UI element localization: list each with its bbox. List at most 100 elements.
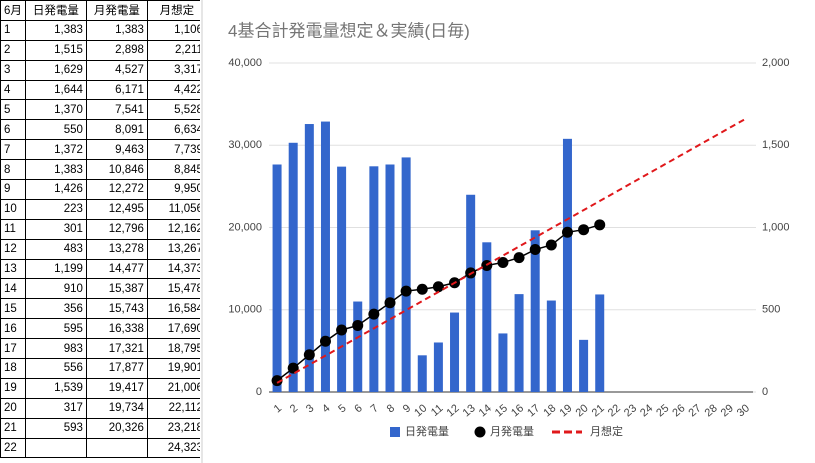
table-cell: 5 bbox=[0, 99, 26, 121]
chart: 4基合計発電量想定＆実績(日毎) 0 10,000 20,000 30,000 40,0… bbox=[200, 0, 815, 463]
table-cell: 8,845 bbox=[146, 159, 207, 181]
table-row: 12 483 13,278 13,267 bbox=[0, 238, 207, 260]
bar bbox=[288, 142, 298, 392]
table-cell: 1,199 bbox=[24, 258, 87, 280]
table-cell: 910 bbox=[24, 278, 87, 300]
table-cell: 6,634 bbox=[146, 119, 207, 141]
table-cell: 20 bbox=[0, 397, 26, 419]
line-point bbox=[319, 335, 331, 347]
bar bbox=[498, 333, 508, 392]
bar bbox=[450, 312, 460, 392]
table-cell: 16,584 bbox=[146, 298, 207, 320]
table-cell: 2 bbox=[0, 39, 26, 61]
table-row: 13 1,199 14,477 14,373 bbox=[0, 258, 207, 280]
table-cell: 14,477 bbox=[85, 258, 148, 280]
y-tick-label: 10,000 bbox=[228, 304, 262, 316]
table-cell: 12,272 bbox=[85, 179, 148, 200]
line-point bbox=[416, 283, 428, 295]
table-row: 7 1,372 9,463 7,739 bbox=[0, 139, 207, 161]
table-cell: 18,795 bbox=[146, 338, 207, 360]
table-cell: 4,422 bbox=[146, 79, 207, 101]
line-point bbox=[271, 375, 283, 387]
line-point bbox=[497, 257, 509, 269]
table-cell: 1,539 bbox=[24, 377, 87, 399]
table-cell: 12,495 bbox=[85, 198, 148, 220]
table-cell: 12,162 bbox=[146, 218, 207, 240]
chart-bg bbox=[200, 0, 815, 463]
table-row: 2 1,515 2,898 2,211 bbox=[0, 39, 207, 61]
table-cell: 3,317 bbox=[146, 59, 207, 81]
line-point bbox=[432, 281, 444, 293]
table-cell: 593 bbox=[24, 417, 87, 439]
bar bbox=[369, 166, 379, 392]
table-cell: 19,734 bbox=[85, 397, 148, 419]
table-row: 21 593 20,326 23,218 bbox=[0, 417, 207, 439]
line-point bbox=[513, 252, 525, 264]
legend-swatch bbox=[474, 426, 486, 438]
data-table: 6月 日発電量 月発電量 月想定 1 1,383 1,383 1,106 2 1,515 2,898… bbox=[0, 0, 207, 459]
line-point bbox=[594, 219, 606, 231]
y-tick-label: 40,000 bbox=[228, 57, 262, 69]
table-cell: 7 bbox=[0, 139, 26, 161]
table-cell: 12 bbox=[0, 238, 26, 260]
table-cell: 983 bbox=[24, 338, 87, 360]
table-row: 11 301 12,796 12,162 bbox=[0, 218, 207, 240]
table-cell: 8 bbox=[0, 159, 26, 181]
table-cell: 14,373 bbox=[146, 258, 207, 280]
table-cell: 19,417 bbox=[85, 377, 148, 399]
table-cell: 223 bbox=[24, 198, 87, 220]
table-cell: 1,515 bbox=[24, 39, 87, 61]
table-cell: 24,323 bbox=[146, 437, 207, 459]
line-point bbox=[561, 226, 573, 238]
table-cell: 16,338 bbox=[85, 318, 148, 340]
table-cell: 15,387 bbox=[85, 278, 148, 300]
table-cell: 22 bbox=[0, 437, 26, 459]
bar bbox=[417, 355, 427, 392]
line-point bbox=[400, 285, 412, 297]
bar bbox=[579, 339, 589, 392]
line-point bbox=[578, 224, 590, 236]
table-cell: 6,171 bbox=[85, 79, 148, 101]
table-cell: 12,796 bbox=[85, 218, 148, 240]
legend-label: 日発電量 bbox=[405, 424, 449, 438]
bar bbox=[401, 157, 411, 392]
line-point bbox=[287, 362, 299, 374]
table-cell: 6 bbox=[0, 119, 26, 141]
legend-label: 月想定 bbox=[590, 424, 623, 438]
table-cell: 23,218 bbox=[146, 417, 207, 439]
table-cell: 1,383 bbox=[85, 19, 148, 41]
table-cell: 10,846 bbox=[85, 159, 148, 181]
y-tick-label: 30,000 bbox=[228, 139, 262, 151]
legend-swatch bbox=[390, 427, 400, 437]
table-cell: 1,629 bbox=[24, 59, 87, 81]
bar bbox=[272, 164, 282, 392]
table-cell: 13,278 bbox=[85, 238, 148, 260]
table-cell: 7,739 bbox=[146, 139, 207, 161]
table-cell: 月発電量 bbox=[85, 0, 148, 21]
bar bbox=[530, 230, 540, 392]
table-cell: 317 bbox=[24, 397, 87, 419]
table-cell: 1,383 bbox=[24, 19, 87, 41]
line-point bbox=[529, 244, 541, 256]
bar bbox=[304, 124, 314, 392]
table-row: 22 24,323 bbox=[0, 437, 207, 459]
y2-tick-label: 1,000 bbox=[762, 221, 790, 233]
table-cell: 21 bbox=[0, 417, 26, 439]
table-row: 15 356 15,743 16,584 bbox=[0, 298, 207, 320]
table-row: 19 1,539 19,417 21,006 bbox=[0, 377, 207, 399]
table-row: 18 556 17,877 19,901 bbox=[0, 358, 207, 379]
bar bbox=[320, 121, 330, 392]
table-cell: 月想定 bbox=[146, 0, 207, 21]
table-cell: 9,463 bbox=[85, 139, 148, 161]
table-row: 16 595 16,338 17,690 bbox=[0, 318, 207, 340]
table-row: 5 1,370 7,541 5,528 bbox=[0, 99, 207, 121]
y2-tick-label: 0 bbox=[762, 386, 768, 398]
table-cell: 9 bbox=[0, 179, 26, 200]
table-row: 20 317 19,734 22,112 bbox=[0, 397, 207, 419]
bar bbox=[546, 300, 556, 392]
table-cell: 17,877 bbox=[85, 358, 148, 379]
table-cell: 13,267 bbox=[146, 238, 207, 260]
table-cell: 1,372 bbox=[24, 139, 87, 161]
line-point bbox=[384, 297, 396, 309]
